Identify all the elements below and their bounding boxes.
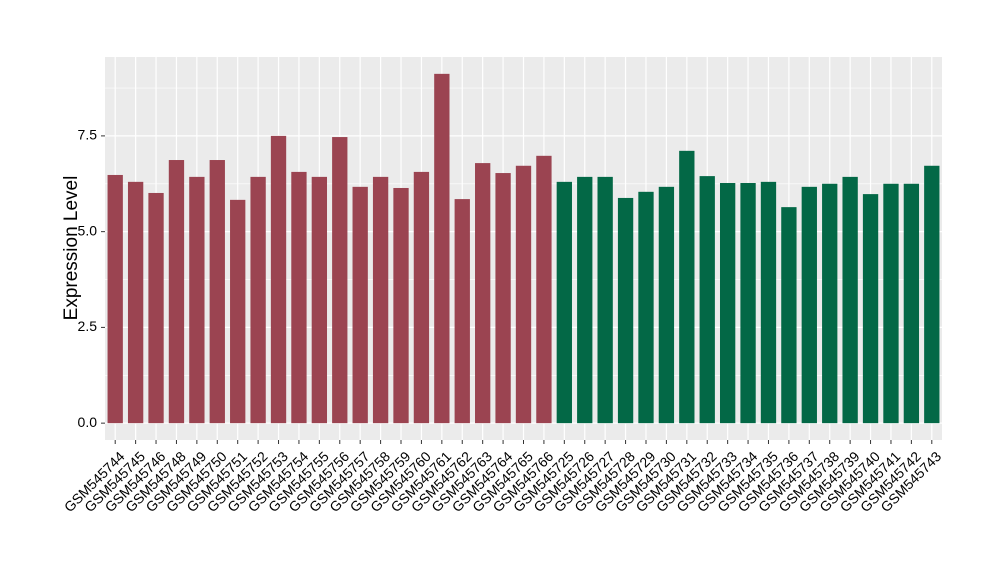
- bar: [719, 183, 736, 424]
- y-tick-label: 2.5: [78, 318, 98, 334]
- bar: [638, 191, 654, 424]
- bar: [413, 171, 430, 424]
- bar: [781, 207, 797, 424]
- bar: [597, 176, 613, 424]
- bar: [475, 163, 491, 424]
- bar: [495, 173, 511, 424]
- bar: [515, 165, 532, 424]
- bar: [311, 176, 328, 424]
- bar: [168, 160, 185, 424]
- bar: [924, 165, 940, 424]
- bar: [801, 186, 817, 424]
- bar: [740, 183, 756, 424]
- y-tick-label: 7.5: [78, 127, 98, 143]
- bar: [148, 192, 164, 424]
- bar: [270, 135, 287, 424]
- bar: [127, 181, 144, 424]
- bar: [822, 183, 838, 424]
- bar: [658, 186, 675, 424]
- bar: [230, 199, 246, 424]
- bar: [679, 150, 695, 424]
- bar: [862, 194, 879, 424]
- bar: [617, 197, 634, 424]
- bar: [536, 155, 552, 424]
- bar: [189, 176, 205, 424]
- y-tick-label: 0.0: [78, 414, 98, 430]
- bar: [332, 137, 348, 424]
- bar: [107, 174, 123, 424]
- bar: [842, 176, 858, 424]
- bar: [434, 73, 450, 424]
- bar: [209, 160, 225, 424]
- bar: [352, 186, 368, 424]
- bar: [291, 171, 307, 424]
- y-axis-label: Expression Level: [61, 176, 82, 321]
- bar: [372, 176, 389, 424]
- y-tick-label: 5.0: [78, 222, 98, 238]
- bar: [454, 199, 470, 424]
- bar: [577, 176, 593, 424]
- bar: [760, 181, 777, 424]
- bar: [883, 183, 899, 424]
- bar: [903, 183, 920, 424]
- bar: [393, 187, 409, 424]
- bar: [699, 176, 715, 424]
- bar: [556, 181, 572, 424]
- bar: [250, 176, 266, 424]
